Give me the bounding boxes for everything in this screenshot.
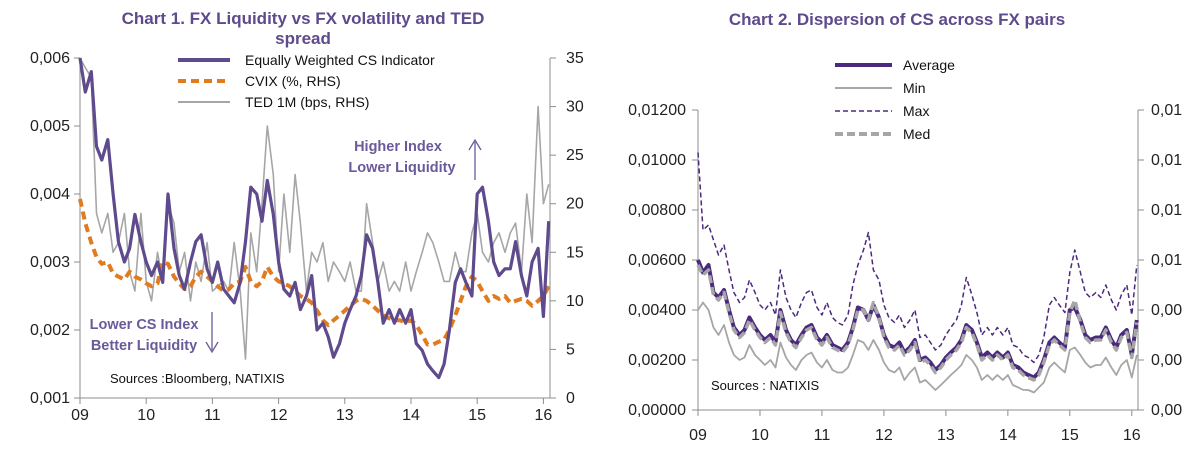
chart1-legend: Equally Weighted CS Indicator CVIX (%, R… [178,52,435,110]
chart1-right-tick-label: 25 [566,147,584,164]
chart2-right-tick-label: 0,00 [1151,402,1182,419]
chart2-right-tick-label: 0,01 [1151,252,1182,269]
chart2-left-tick-label: 0,00600 [628,252,686,269]
chart1-left-tick-label: 0,002 [30,322,70,339]
chart2-left-tick-label: 0,00800 [628,202,686,219]
chart2-left-tick-label: 0,00200 [628,352,686,369]
chart1-left-tick-label: 0,003 [30,254,70,271]
chart2-med-line [696,264,1139,382]
chart2-legend: Average Min Max Med [835,57,955,142]
chart1-x-axis-ticks: 09 10 11 12 13 14 15 16 [71,398,552,424]
chart1-annot-lower-cs: Lower CS Index [90,317,199,333]
chart2-x-tick-label: 16 [1123,427,1141,444]
chart1-x-tick-label: 10 [137,407,155,424]
chart1-title-line2: spread [275,29,331,48]
chart1-right-tick-label: 20 [566,196,584,213]
chart2-legend-med: Med [903,126,930,142]
chart2-source-note: Sources : NATIXIS [711,378,819,393]
chart2-x-tick-label: 15 [1061,427,1079,444]
chart1-x-tick-label: 11 [204,407,221,424]
chart2-legend-average: Average [903,57,955,73]
chart1-cs-indicator-line [78,57,551,380]
chart1-x-tick-label: 16 [534,407,552,424]
chart1: Chart 1. FX Liquidity vs FX volatility a… [30,9,584,424]
chart1-annot-better-liquidity: Better Liquidity [91,338,197,354]
chart2-x-tick-label: 10 [751,427,769,444]
chart1-left-tick-label: 0,005 [30,118,70,135]
chart2-average-line [696,259,1139,380]
chart2-legend-min: Min [903,80,926,96]
chart2-right-tick-label: 0,01 [1151,102,1182,119]
chart2-left-axis-ticks: 0,00000 0,00200 0,00400 0,00600 0,00800 0,010… [628,102,698,419]
chart1-plot-area [78,57,551,380]
chart1-right-tick-label: 35 [566,50,584,67]
chart2-right-tick-label: 0,00 [1151,352,1182,369]
chart1-cvix-line [78,198,551,347]
chart2-x-tick-label: 12 [875,427,893,444]
chart2-left-tick-label: 0,01000 [628,152,686,169]
chart2-x-axis-ticks: 09 10 11 12 13 14 15 16 [689,410,1141,444]
chart1-right-tick-label: 0 [566,390,575,407]
chart1-x-tick-label: 12 [270,407,288,424]
chart1-right-tick-label: 15 [566,244,584,261]
chart1-annot-lower-liquidity: Lower Liquidity [348,160,455,176]
chart2-right-axis-ticks: 0,00 0,00 0,00 0,01 0,01 0,01 0,01 [1138,102,1182,419]
chart2-plot-area [696,152,1139,394]
chart1-source-note: Sources :Bloomberg, NATIXIS [110,371,285,386]
chart1-ted-line [79,57,550,360]
chart1-x-tick-label: 15 [468,407,486,424]
chart2-x-tick-label: 13 [937,427,955,444]
chart1-x-tick-label: 14 [402,407,420,424]
chart1-title-line1: Chart 1. FX Liquidity vs FX volatility a… [122,9,485,28]
chart2-left-tick-label: 0,00000 [628,402,686,419]
chart1-right-tick-label: 5 [566,341,575,358]
chart1-left-tick-label: 0,006 [30,50,70,67]
chart1-legend-cvix: CVIX (%, RHS) [245,73,341,89]
chart1-right-tick-label: 30 [566,99,584,116]
chart1-x-tick-label: 09 [71,407,89,424]
chart2-max-line [697,152,1138,364]
chart2: Chart 2. Dispersion of CS across FX pair… [628,10,1182,444]
chart2-x-tick-label: 14 [999,427,1017,444]
chart1-left-tick-label: 0,004 [30,186,70,203]
chart1-legend-cs: Equally Weighted CS Indicator [245,52,435,68]
chart1-right-tick-label: 10 [566,293,584,310]
chart2-right-tick-label: 0,01 [1151,202,1182,219]
chart1-down-arrow-head-icon [205,341,219,354]
chart2-left-tick-label: 0,01200 [628,102,686,119]
chart2-right-tick-label: 0,00 [1151,302,1182,319]
chart2-right-tick-label: 0,01 [1151,152,1182,169]
chart1-left-tick-label: 0,001 [30,390,70,407]
chart2-legend-max: Max [903,103,929,119]
chart2-x-tick-label: 11 [814,427,831,444]
chart1-right-axis-ticks: 0 5 10 15 20 25 30 35 [550,50,584,407]
chart2-min-line [697,301,1138,394]
chart1-annot-higher-index: Higher Index [354,139,442,155]
chart1-left-axis-ticks: 0,001 0,002 0,003 0,004 0,005 0,006 [30,50,80,407]
chart1-x-tick-label: 13 [336,407,354,424]
chart1-up-arrow-head-icon [468,138,482,151]
chart2-title: Chart 2. Dispersion of CS across FX pair… [729,10,1065,29]
chart2-left-tick-label: 0,00400 [628,302,686,319]
chart1-legend-ted: TED 1M (bps, RHS) [245,94,369,110]
chart2-x-tick-label: 09 [689,427,707,444]
